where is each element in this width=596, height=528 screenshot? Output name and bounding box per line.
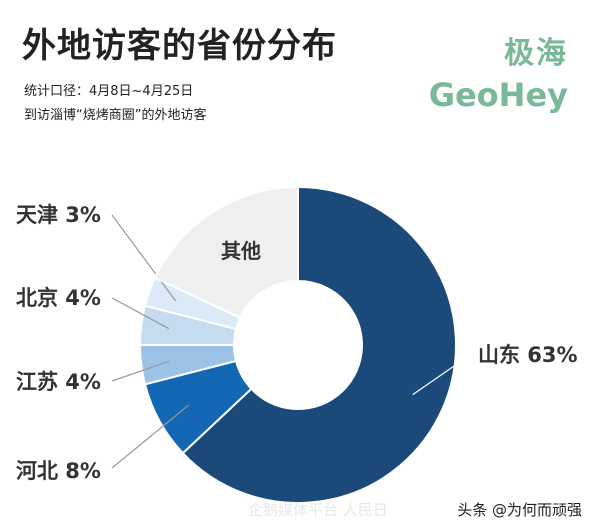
slice-label-1: 河北 8% (16, 459, 101, 483)
brand-name-en: GeoHey (428, 76, 568, 114)
leader-line-3 (111, 297, 170, 330)
brand-name-cn: 极海 (504, 36, 568, 71)
slice-label-0: 山东 63% (478, 343, 578, 367)
leader-line-1 (111, 404, 189, 469)
chart-title: 外地访客的省份分布 (22, 26, 337, 66)
leader-line-4 (111, 214, 177, 302)
chart-subtitle-scope: 到访淄博“烧烤商圈”的外地访客 (24, 108, 207, 123)
platform-watermark: 企鹅媒体平台 人民日 (248, 501, 388, 519)
donut-slice-0 (181, 185, 457, 504)
slice-label-2: 江苏 4% (16, 370, 101, 394)
slice-label-3: 北京 4% (16, 286, 101, 310)
brand-logo: 极海 GeoHey (429, 28, 568, 114)
chart-subtitle-period: 统计口径：4月8日~4月25日 (24, 84, 194, 99)
slice-label-4: 天津 3% (16, 203, 101, 227)
donut-slice-5 (153, 185, 299, 320)
leader-line-0 (412, 354, 471, 396)
author-credit: 头条 @为何而顽强 (453, 499, 586, 520)
slice-label-5: 其他 (221, 239, 261, 263)
leader-line-2 (111, 360, 170, 382)
